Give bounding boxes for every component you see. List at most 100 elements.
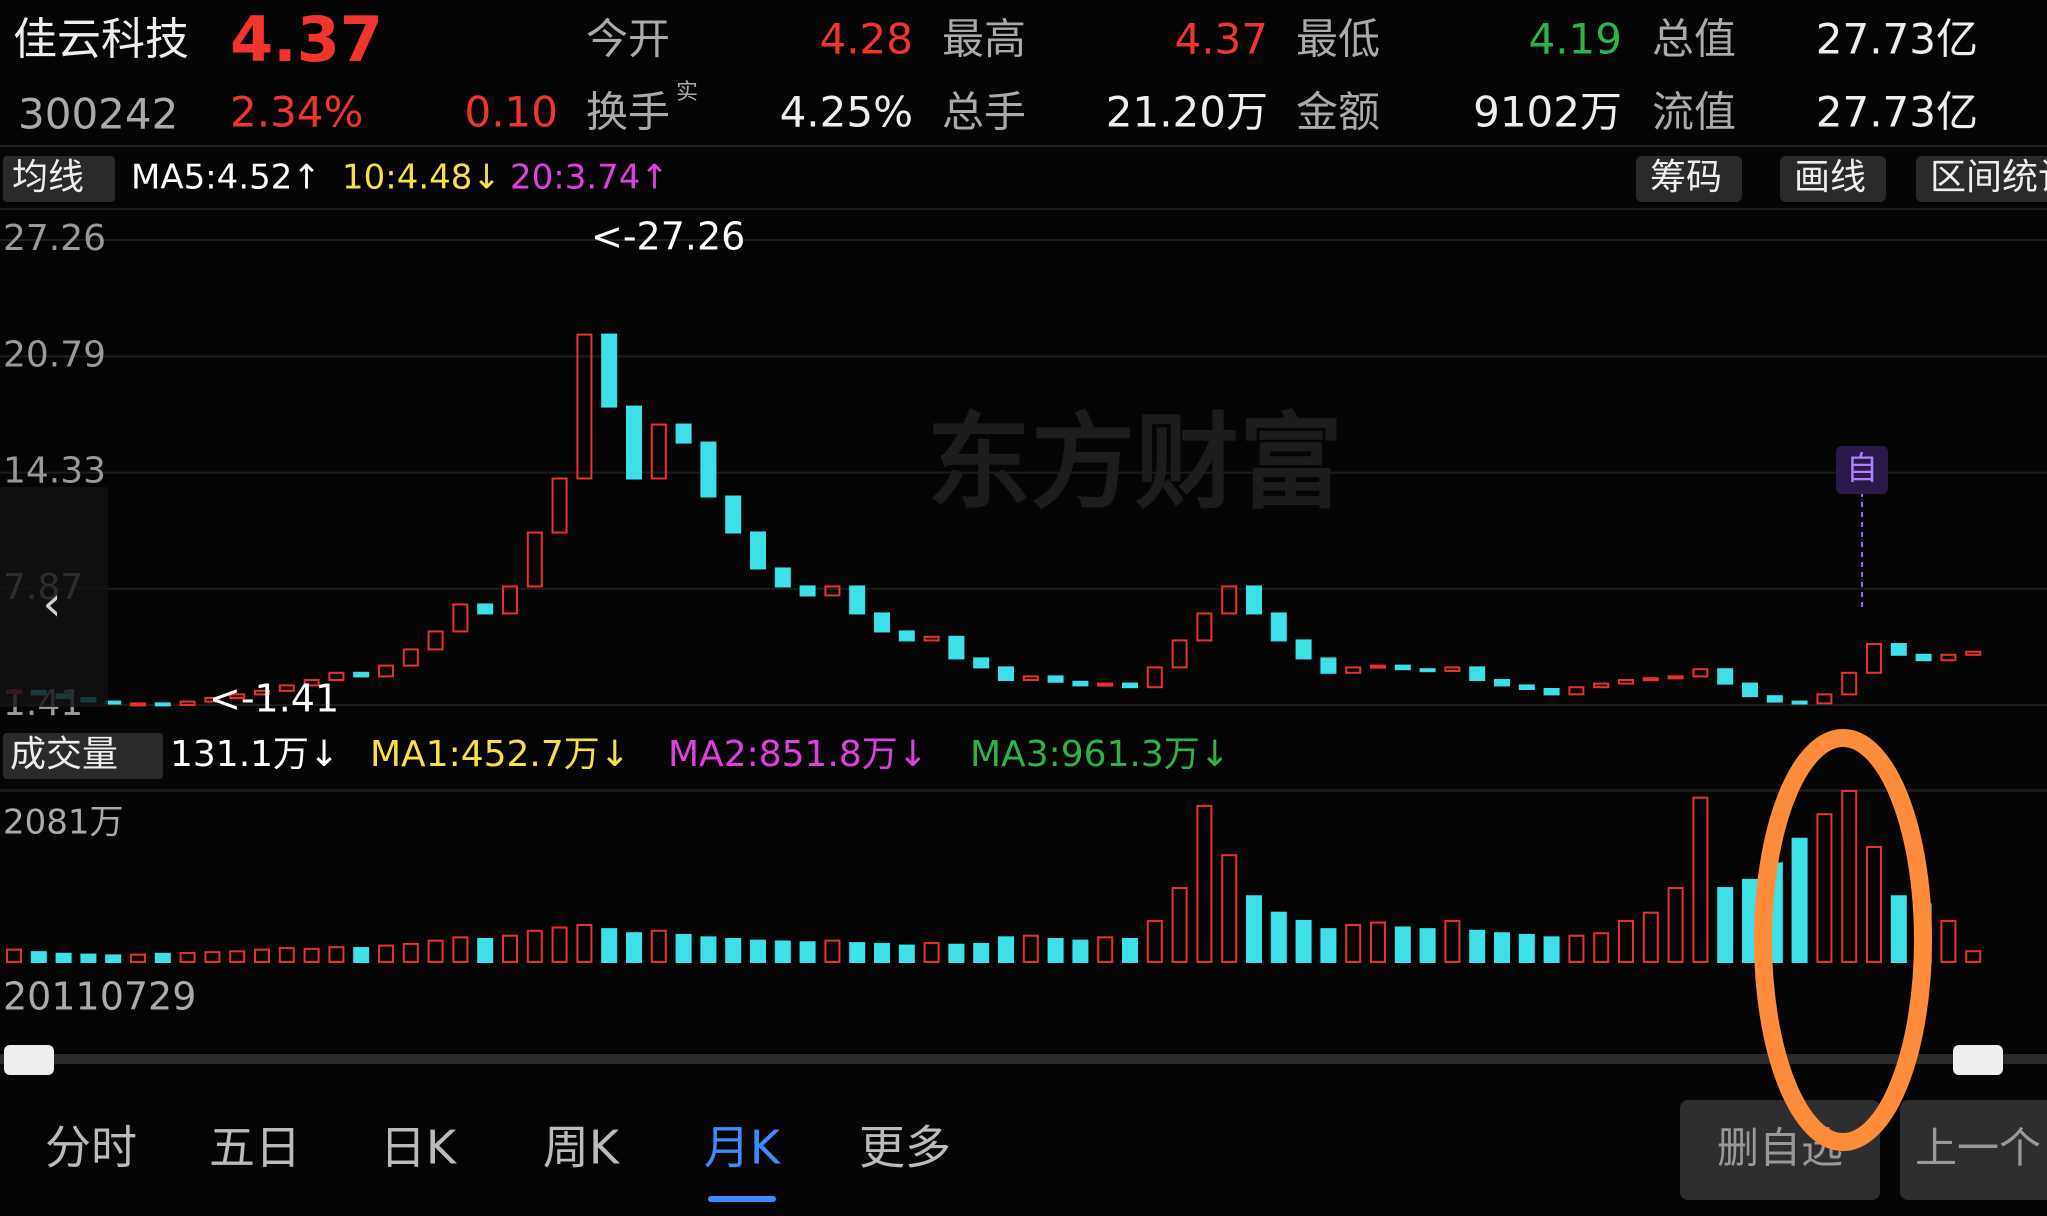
volume-bar [1692, 796, 1709, 964]
candle [1270, 612, 1287, 642]
tab[interactable]: 周K [543, 1121, 621, 1175]
volume-bar [1717, 887, 1734, 963]
volume-bar [427, 939, 444, 963]
volume-bar [948, 943, 965, 964]
volume-bar [874, 942, 890, 964]
volume-bar [1022, 934, 1039, 964]
button[interactable]: 上一个 [1915, 1124, 2041, 1173]
field-label: 金额 [1296, 88, 1380, 137]
highlight-ellipse [1754, 729, 1932, 1151]
volume-bar [551, 926, 568, 963]
change-pct: 2.34% [230, 88, 363, 137]
candle [998, 666, 1014, 681]
volume-bar [1221, 854, 1238, 963]
candle [1146, 666, 1163, 689]
tool-bg[interactable] [1636, 156, 1742, 202]
volume-bar [154, 952, 171, 963]
volume-bar [774, 940, 791, 963]
field-value: 21.20万 [1106, 88, 1268, 137]
volume-bar [973, 942, 990, 964]
field-sup: 实 [676, 80, 698, 105]
marker[interactable]: 自 [1846, 449, 1878, 487]
stock-price: 4.37 [230, 3, 383, 76]
stock-name: 佳云科技 [13, 14, 189, 65]
scroll-handle[interactable] [4, 1045, 54, 1075]
candle [1543, 687, 1560, 696]
volume-bar [1122, 937, 1138, 963]
volume-bar [1469, 929, 1486, 963]
marker-box[interactable] [1836, 446, 1888, 494]
volume-bar [1444, 919, 1461, 964]
y-tick-label: 20.79 [3, 334, 106, 375]
stock-code: 300242 [18, 90, 178, 139]
volume-bar [55, 952, 72, 963]
ma20: 20:3.74↑ [510, 158, 669, 198]
tab[interactable]: 分时 [45, 1121, 137, 1175]
tab[interactable]: 五日 [209, 1121, 301, 1175]
tab-underline [708, 1196, 776, 1202]
volume-bar [1568, 934, 1585, 964]
volume-bar [402, 942, 419, 964]
candle [1072, 680, 1089, 687]
field-label: 今开 [586, 15, 670, 64]
candle [1419, 668, 1436, 673]
volume-bar [1047, 937, 1064, 963]
candle [1345, 666, 1362, 674]
volume-bar [1419, 928, 1436, 963]
candle [1022, 675, 1039, 681]
tool-bg[interactable] [1780, 156, 1886, 202]
candle [278, 684, 295, 692]
button-bg[interactable] [1680, 1100, 1880, 1200]
field-value: 27.73亿 [1816, 15, 1978, 64]
candle [1618, 678, 1634, 685]
tools: 筹码 画线 区间统计 [1636, 156, 2047, 202]
ma-selector[interactable]: 均线 [12, 157, 84, 198]
selector-box[interactable] [3, 733, 163, 779]
candle [1965, 650, 1982, 656]
volume-bar [1816, 813, 1833, 963]
volume-bar [1618, 919, 1634, 964]
volume-bar [1940, 919, 1957, 964]
volume-bar [1841, 790, 1858, 963]
tool[interactable]: 画线 [1794, 157, 1866, 198]
candle [973, 657, 990, 669]
nav-arrow[interactable]: ‹ [42, 576, 61, 632]
candle [452, 603, 469, 633]
scrollbar[interactable] [0, 1054, 2047, 1064]
start-date: 20110729 [3, 975, 196, 1019]
candle [1221, 585, 1238, 615]
button-bg[interactable] [1900, 1100, 2047, 1200]
candle [1444, 666, 1461, 673]
tool-bg[interactable] [1916, 156, 2047, 202]
volume-bar [824, 939, 841, 963]
candle [1518, 684, 1535, 690]
candle [1717, 668, 1734, 685]
volume-bar [130, 953, 146, 963]
field-value: 4.37 [1174, 15, 1268, 64]
selector-box[interactable] [3, 156, 115, 202]
volume-selector[interactable]: 成交量 [10, 734, 118, 775]
candle [154, 702, 171, 707]
field-label: 最低 [1296, 15, 1380, 64]
tool[interactable]: 区间统计 [1930, 157, 2047, 198]
tab[interactable]: 更多 [859, 1121, 951, 1175]
candle [1196, 612, 1213, 642]
volume-bar [725, 937, 742, 963]
candle [1295, 639, 1312, 660]
volume-bar [1295, 919, 1312, 964]
tab[interactable]: 日K [380, 1121, 458, 1175]
candle [1568, 686, 1585, 696]
volume-bar [278, 947, 295, 964]
tab[interactable]: 月K [704, 1121, 782, 1175]
nav-left[interactable] [0, 487, 108, 707]
field-label: 换手 [586, 88, 670, 137]
vol-ma1: MA1:452.7万↓ [370, 734, 630, 775]
volume-bar [849, 942, 866, 963]
scroll-handle[interactable] [1953, 1045, 2003, 1075]
tool[interactable]: 筹码 [1650, 157, 1722, 198]
candle [948, 635, 965, 660]
candle [774, 567, 791, 588]
